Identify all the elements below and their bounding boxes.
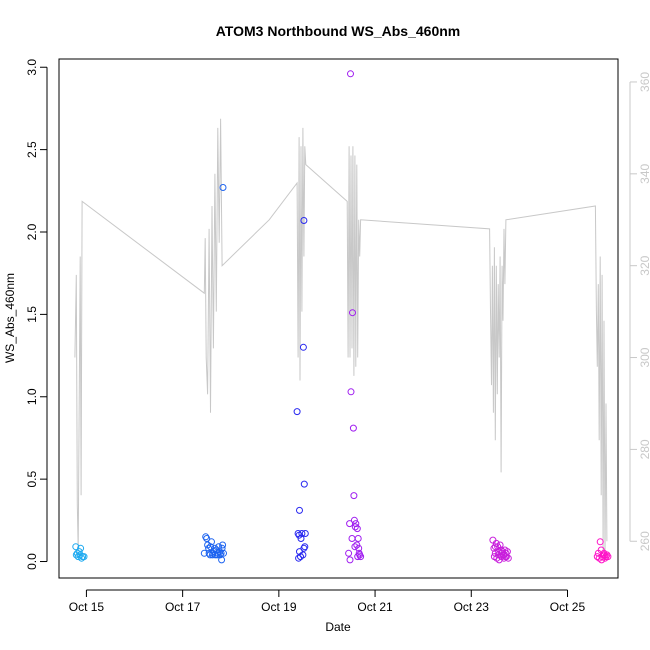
data-point (352, 520, 360, 528)
points-layer (72, 70, 612, 564)
data-point (211, 544, 219, 552)
data-point (501, 553, 509, 561)
data-point (300, 480, 308, 488)
data-point (351, 523, 359, 531)
secondary-line-layer (74, 118, 608, 560)
data-point (347, 70, 354, 78)
data-point (348, 535, 356, 542)
data-point (215, 543, 223, 551)
data-point (491, 543, 499, 551)
data-point (217, 549, 225, 557)
data-point (351, 543, 359, 551)
x-tick-label: Oct 17 (165, 600, 201, 614)
data-point (208, 538, 215, 546)
data-point (220, 549, 227, 557)
data-point (80, 553, 88, 561)
data-point (298, 530, 306, 537)
plot-frame (58, 58, 619, 579)
x-tick-label: Oct 21 (357, 600, 393, 614)
data-point (293, 408, 301, 416)
data-point (354, 535, 362, 542)
data-point (601, 551, 608, 559)
data-point (301, 543, 309, 551)
y2-axis: 260 280 300 320 340 360 (629, 72, 650, 551)
data-point (299, 551, 307, 559)
data-point (349, 309, 356, 317)
data-point (301, 530, 309, 537)
data-point (604, 553, 612, 561)
x-axis-label: Date (325, 620, 351, 634)
y2-tick-label: 360 (638, 72, 650, 92)
y2-tick-label: 300 (638, 347, 650, 367)
x-tick-label: Oct 25 (550, 600, 586, 614)
y2-tick-label: 320 (638, 255, 650, 275)
data-point (218, 556, 226, 564)
data-point (346, 556, 354, 564)
y-tick-label: 2.0 (25, 223, 39, 240)
data-point (219, 184, 227, 191)
y2-tick-label: 260 (638, 531, 650, 551)
data-point (347, 388, 355, 396)
data-point (300, 217, 308, 224)
data-point (345, 549, 353, 557)
x-tick-label: Oct 15 (69, 600, 105, 614)
x-tick-label: Oct 23 (454, 600, 490, 614)
x-tick-label: Oct 19 (261, 600, 297, 614)
data-point (598, 556, 606, 564)
y-axis-label: WS_Abs_460nm (3, 273, 17, 363)
data-point (492, 539, 500, 547)
data-point (349, 424, 357, 432)
data-point (350, 516, 358, 524)
y-tick-label: 1.5 (25, 306, 39, 323)
y2-tick-label: 280 (638, 439, 650, 459)
secondary-series-line (74, 118, 608, 560)
data-point (350, 492, 358, 500)
data-point (603, 551, 611, 559)
data-point (295, 554, 303, 562)
y-tick-label: 1.0 (25, 388, 39, 405)
data-point (207, 543, 214, 551)
data-point (297, 535, 305, 542)
y-tick-label: 2.5 (25, 141, 39, 158)
data-point (218, 544, 226, 552)
data-point (357, 553, 365, 561)
y-tick-label: 0.5 (25, 470, 39, 487)
data-point (205, 549, 213, 557)
data-point (294, 530, 302, 537)
data-point (219, 541, 227, 549)
y-tick-label: 3.0 (25, 59, 39, 76)
chart-title: ATOM3 Northbound WS_Abs_460nm (216, 23, 461, 39)
data-point (72, 543, 80, 551)
data-point (77, 544, 85, 552)
data-point (202, 533, 210, 541)
data-point (299, 343, 307, 351)
data-point (496, 541, 504, 549)
data-point (355, 544, 363, 552)
y2-tick-label: 340 (638, 163, 650, 183)
data-point (203, 535, 211, 542)
data-point (353, 525, 361, 533)
data-point (72, 551, 80, 559)
x-axis: Oct 15 Oct 17 Oct 19 Oct 21 Oct 23 Oct 25 (69, 589, 586, 614)
data-point (354, 553, 362, 561)
y-tick-label: 0.0 (25, 553, 39, 570)
y-axis: 0.0 0.5 1.0 1.5 2.0 2.5 3.0 (25, 59, 48, 570)
data-point (296, 506, 303, 514)
data-point (489, 536, 497, 544)
data-point (596, 538, 604, 546)
data-point (494, 551, 502, 559)
